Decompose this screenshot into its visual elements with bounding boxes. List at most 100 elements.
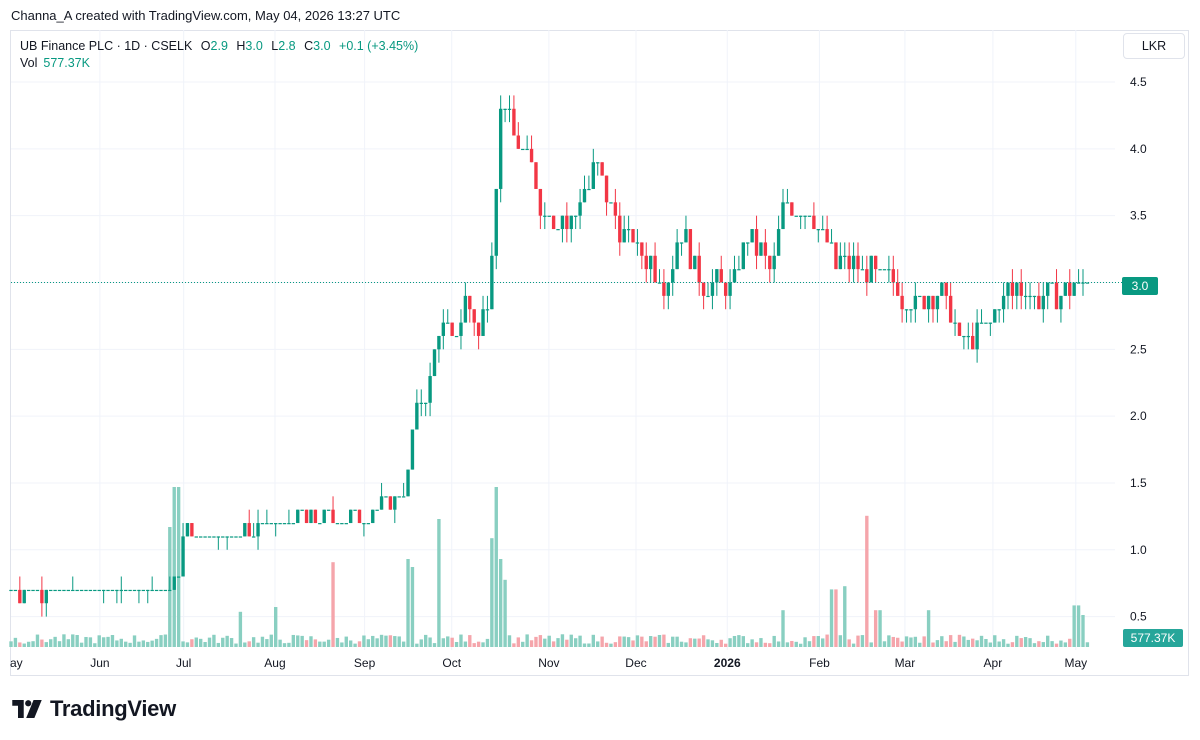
volume-bar (781, 610, 785, 647)
candle-body (322, 509, 326, 524)
ohlc-row: UB Finance PLC · 1D · CSELK O2.9 H3.0 L2… (20, 38, 418, 55)
volume-bar (423, 634, 428, 647)
x-axis: ay Jun Jul Aug Sep Oct Nov Dec 2026 Feb Mar Apr May (10, 656, 1087, 670)
y-tick-label: 0.5 (1130, 610, 1147, 624)
symbol-name[interactable]: UB Finance PLC · 1D · CSELK (20, 39, 193, 53)
candle-body (785, 202, 790, 204)
volume-bar (106, 636, 110, 647)
volume-bar (754, 642, 759, 647)
volume-bar (834, 589, 838, 647)
volume-bar (1001, 639, 1006, 647)
candle-body (1085, 282, 1090, 284)
volume-bar (97, 635, 101, 647)
candle-body (318, 523, 322, 525)
volume-bar (494, 487, 498, 647)
x-tick-label: Aug (264, 656, 285, 670)
volume-bar (918, 642, 922, 647)
volume-bar (763, 642, 768, 647)
candle-body (684, 229, 688, 243)
volume-bar (375, 638, 379, 647)
volume-bar (1054, 643, 1059, 647)
candle-body (84, 589, 88, 592)
volume-bar (529, 640, 534, 647)
candle-body (212, 536, 216, 538)
volume-bar (596, 641, 600, 647)
volume-bar (772, 635, 776, 647)
volume-bar (948, 635, 953, 647)
volume-bar (384, 635, 388, 647)
volume-bar (401, 641, 406, 647)
candle-body (371, 509, 375, 524)
candle-body (591, 162, 596, 189)
candle-body (366, 523, 371, 525)
candle-body (882, 269, 887, 271)
volume-bar (684, 642, 688, 647)
candle-body (1028, 295, 1032, 298)
volume-bar (1046, 635, 1050, 647)
brand-name: TradingView (50, 696, 176, 721)
volume-bar (26, 641, 31, 647)
candle-body (62, 589, 66, 592)
candle-body (494, 188, 498, 256)
volume-bar (582, 643, 587, 647)
volume-bar (212, 634, 216, 647)
candle-body (648, 255, 653, 270)
candle-body (309, 509, 313, 524)
candle-body (666, 282, 670, 296)
volume-bar (406, 559, 410, 647)
candle-body (569, 215, 573, 230)
candle-body (622, 229, 626, 243)
volume-bar (821, 638, 825, 647)
volume-bar (715, 642, 719, 647)
currency-button[interactable]: LKR (1123, 33, 1185, 59)
candle-body (437, 335, 441, 350)
candle-body (560, 215, 565, 230)
volume-bar (300, 635, 304, 647)
volume-bar (269, 634, 273, 647)
candle-body (446, 322, 450, 324)
volume-bar (847, 639, 851, 647)
volume-bar (971, 638, 975, 647)
candle-body (88, 589, 93, 592)
volume-bar (829, 589, 834, 647)
candle-body (450, 322, 454, 336)
footer: TradingView (12, 696, 176, 722)
volume-bar (838, 635, 843, 647)
candle-body (278, 523, 282, 525)
candle-body (154, 589, 159, 592)
volume-bar (322, 641, 326, 647)
volume-bar (887, 635, 891, 647)
volume-bar (984, 638, 988, 647)
volume-bar (247, 641, 251, 647)
candle-body (891, 269, 895, 283)
volume-bar (1085, 642, 1090, 647)
candles (9, 95, 1090, 617)
candle-body (816, 229, 820, 231)
candle-body (838, 255, 843, 270)
candle-body (679, 242, 684, 244)
volume-bar (1010, 642, 1015, 647)
low-value: 2.8 (278, 39, 296, 53)
volume-bar (957, 634, 962, 647)
candle-body (273, 523, 278, 525)
volume-bar (1072, 605, 1076, 647)
candle-body (485, 309, 490, 311)
volume-bar (84, 636, 88, 647)
volume-bar (335, 637, 340, 647)
candle-body (185, 523, 190, 537)
volume-bar (521, 641, 525, 647)
volume-bar (543, 638, 547, 647)
volume-bar (926, 610, 931, 647)
volume-bar (1023, 637, 1028, 647)
volume-bar (463, 641, 468, 647)
candle-body (415, 402, 419, 430)
high-value: 3.0 (245, 39, 263, 53)
candle-body (750, 229, 754, 243)
volume-bar (185, 642, 190, 647)
candle-body (573, 215, 578, 217)
candle-body (44, 589, 48, 604)
volume-bar (446, 636, 450, 647)
y-tick-label: 1.0 (1130, 543, 1147, 557)
candle-body (31, 589, 35, 592)
